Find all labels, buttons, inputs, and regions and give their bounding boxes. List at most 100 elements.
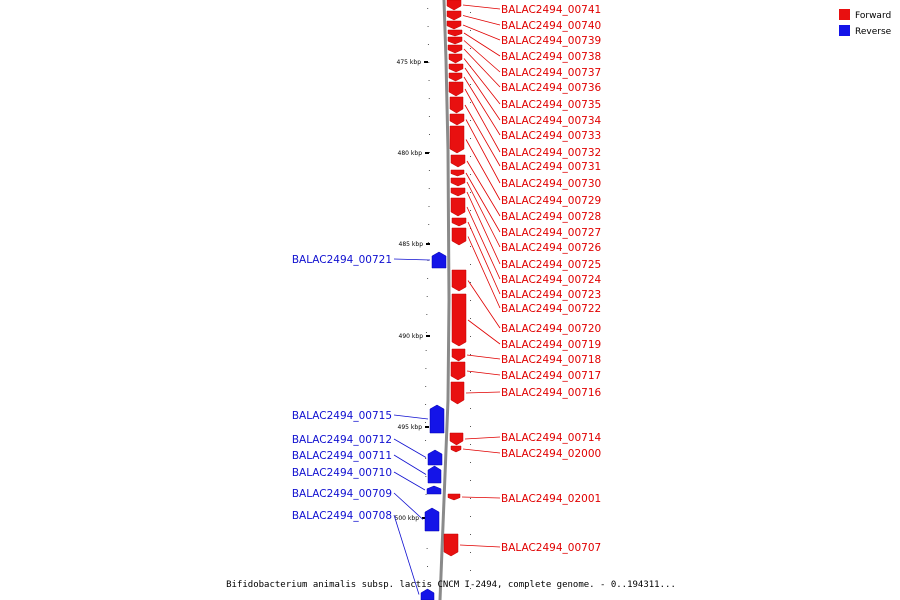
minor-tick [470,102,471,103]
forward-gene-leader [463,48,501,88]
forward-gene-label[interactable]: BALAC2494_00732 [501,147,601,159]
minor-tick [427,242,429,243]
forward-gene-arrow[interactable] [448,53,463,64]
reverse-gene-label[interactable]: BALAC2494_00709 [292,488,392,500]
forward-gene-leader [463,58,501,105]
forward-gene-label[interactable]: BALAC2494_00731 [501,161,601,173]
forward-gene-label[interactable]: BALAC2494_00716 [501,387,602,399]
forward-gene-leader [466,370,501,376]
forward-gene-label[interactable]: BALAC2494_00724 [501,274,602,286]
forward-gene-leader [466,354,501,360]
forward-gene-label[interactable]: BALAC2494_00729 [501,195,601,207]
minor-tick [470,174,471,175]
forward-gene-leader [462,24,501,41]
forward-gene-arrow[interactable] [446,10,462,21]
forward-gene-label[interactable]: BALAC2494_00722 [501,303,601,315]
forward-gene-arrow[interactable] [447,44,463,54]
minor-tick [425,368,427,369]
reverse-gene-arrow[interactable] [426,485,442,495]
minor-tick [470,120,471,121]
forward-gene-label[interactable]: BALAC2494_00728 [501,211,601,223]
reverse-gene-arrow[interactable] [420,588,435,600]
minor-tick [428,170,430,171]
reverse-gene-arrow[interactable] [429,404,445,434]
forward-gene-label[interactable]: BALAC2494_00733 [501,130,601,142]
tick-label: 480 kbp [398,150,423,157]
forward-gene-arrow[interactable] [449,432,464,446]
forward-gene-leader [462,4,501,10]
reverse-gene-label[interactable]: BALAC2494_00721 [292,254,392,266]
forward-gene-arrow[interactable] [450,154,466,168]
reverse-gene-label[interactable]: BALAC2494_00710 [292,467,392,479]
forward-gene-label[interactable]: BALAC2494_00718 [501,354,601,366]
legend-forward-label: Forward [855,11,891,21]
forward-gene-leader [465,119,501,184]
forward-gene-label[interactable]: BALAC2494_00714 [501,432,602,444]
forward-gene-label[interactable]: BALAC2494_00719 [501,339,601,351]
forward-gene-arrow[interactable] [449,113,465,126]
forward-gene-arrow[interactable] [450,187,466,197]
forward-gene-label[interactable]: BALAC2494_00740 [501,20,601,32]
forward-gene-label[interactable]: BALAC2494_02001 [501,493,601,505]
scale-ticks: 475 kbp 480 kbp 485 kbp 490 kbp 495 kbp 500 k… [395,8,471,589]
forward-gene-arrow[interactable] [449,125,465,154]
forward-gene-label[interactable]: BALAC2494_00725 [501,259,601,271]
forward-gene-label[interactable]: BALAC2494_02000 [501,448,601,460]
reverse-gene-label[interactable]: BALAC2494_00712 [292,434,392,446]
forward-gene-arrow[interactable] [443,533,459,557]
forward-gene-label[interactable]: BALAC2494_00738 [501,51,601,63]
reverse-gene-arrow[interactable] [427,465,442,484]
minor-tick [428,152,430,153]
forward-gene-arrow[interactable] [447,36,463,45]
forward-gene-label[interactable]: BALAC2494_00737 [501,67,601,79]
tick-label: 490 kbp [399,333,424,340]
minor-tick [427,584,429,585]
forward-gene-arrow[interactable] [451,293,467,347]
forward-gene-label[interactable]: BALAC2494_00726 [501,242,602,254]
reverse-gene-arrow[interactable] [431,251,447,269]
forward-gene-label[interactable]: BALAC2494_00707 [501,542,601,554]
reverse-gene-arrow[interactable] [424,507,440,532]
minor-tick [425,440,427,441]
minor-tick [426,314,428,315]
forward-gene-leader [466,191,501,265]
forward-gene-arrow[interactable] [450,361,466,381]
forward-gene-arrow[interactable] [448,63,464,73]
forward-gene-arrow[interactable] [448,72,463,82]
forward-gene-label[interactable]: BALAC2494_00717 [501,370,601,382]
forward-gene-arrow[interactable] [451,227,467,246]
forward-gene-arrow[interactable] [451,217,467,227]
minor-tick [426,548,428,549]
forward-gene-arrow[interactable] [446,20,462,30]
reverse-gene-label[interactable]: BALAC2494_00715 [292,410,392,422]
forward-gene-arrow[interactable] [450,381,465,405]
forward-gene-label[interactable]: BALAC2494_00735 [501,99,601,111]
reverse-gene-label[interactable]: BALAC2494_00711 [292,450,392,462]
forward-gene-label[interactable]: BALAC2494_00720 [501,323,601,335]
forward-gene-arrow[interactable] [450,169,465,177]
reverse-gene-arrow[interactable] [427,449,443,466]
forward-gene-arrow[interactable] [450,177,466,187]
forward-gene-label[interactable]: BALAC2494_00730 [501,178,601,190]
minor-tick [470,192,471,193]
forward-gene-arrow[interactable] [447,29,463,37]
forward-gene-label[interactable]: BALAC2494_00739 [501,35,601,47]
minor-tick [470,318,471,319]
forward-gene-label[interactable]: BALAC2494_00727 [501,227,601,239]
tick-label: 475 kbp [397,59,422,66]
forward-gene-label[interactable]: BALAC2494_00723 [501,289,601,301]
forward-gene-label[interactable]: BALAC2494_00741 [501,4,601,16]
forward-gene-arrow[interactable] [446,0,462,11]
reverse-gene-label[interactable]: BALAC2494_00708 [292,510,392,522]
forward-gene-label[interactable]: BALAC2494_00736 [501,82,602,94]
forward-gene-label[interactable]: BALAC2494_00734 [501,115,602,127]
forward-gene-arrow[interactable] [449,96,464,114]
minor-tick [470,390,471,391]
forward-gene-arrow[interactable] [451,348,466,362]
forward-gene-arrow[interactable] [451,269,467,292]
forward-gene-arrow[interactable] [447,493,461,501]
forward-gene-arrow[interactable] [448,81,464,97]
forward-gene-arrow[interactable] [450,445,462,453]
forward-gene-arrow[interactable] [450,197,466,217]
forward-gene-leader [464,88,501,153]
